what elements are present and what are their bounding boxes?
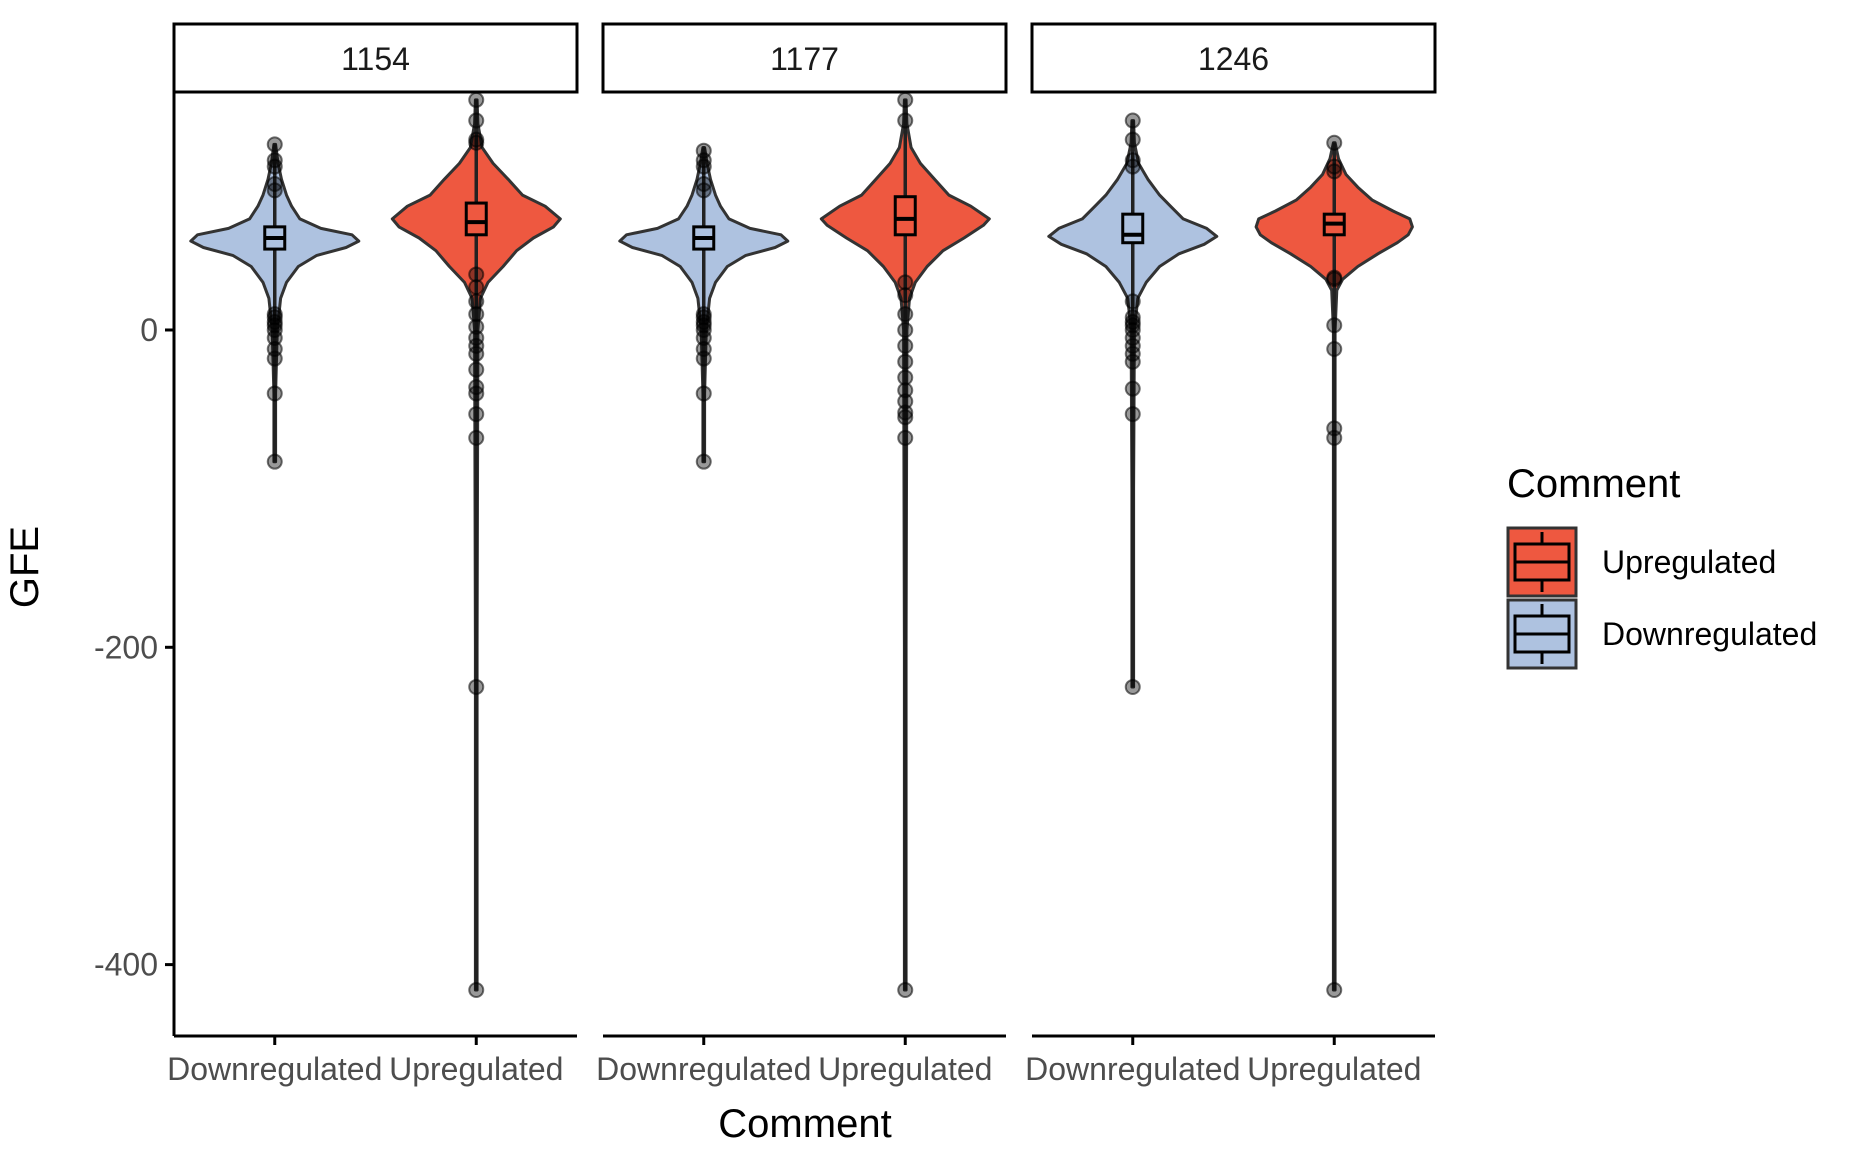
data-point [468, 131, 485, 148]
data-point [897, 306, 914, 323]
data-point [1326, 317, 1343, 334]
data-point [468, 406, 485, 423]
data-point [1124, 309, 1141, 326]
facet-panel: 1154 Downregulated Upregulated [167, 22, 579, 1087]
data-point [468, 429, 485, 446]
data-point [1124, 152, 1141, 169]
data-point [897, 274, 914, 291]
y-tick-label: 0 [140, 312, 158, 348]
data-point [695, 385, 712, 402]
box [893, 195, 917, 237]
legend-entry: Upregulated [1506, 526, 1776, 598]
data-point [695, 341, 712, 358]
x-tick-label: Downregulated [596, 1051, 811, 1087]
data-point [1326, 163, 1343, 180]
data-point [1326, 269, 1343, 286]
data-point [695, 306, 712, 323]
data-point [468, 678, 485, 695]
data-point [1124, 314, 1141, 331]
violin-group [1047, 112, 1219, 695]
data-point [1326, 158, 1343, 175]
facet-strip [1030, 22, 1437, 94]
data-point [468, 112, 485, 129]
data-point [266, 453, 283, 470]
data-point [468, 266, 485, 283]
data-point [897, 112, 914, 129]
data-point [897, 369, 914, 386]
x-tick-label: Upregulated [818, 1051, 992, 1087]
data-point [468, 981, 485, 998]
facet-strip-label: 1177 [770, 41, 839, 77]
y-tick-label: -400 [94, 947, 158, 983]
data-point [695, 176, 712, 193]
data-point [695, 142, 712, 159]
data-point [468, 318, 485, 335]
data-point [1326, 134, 1343, 151]
x-axis-title: Comment [718, 1102, 891, 1146]
facet-panel: 1246 Downregulated Upregulated [1025, 22, 1437, 1087]
data-point [266, 176, 283, 193]
data-point [1124, 678, 1141, 695]
data-point [897, 429, 914, 446]
data-point [468, 306, 485, 323]
violin-group [618, 142, 790, 470]
box [1121, 212, 1145, 245]
violin-group [819, 91, 991, 998]
data-point [897, 337, 914, 354]
data-point [897, 287, 914, 304]
y-axis: 0 -200 -400 [94, 92, 176, 1036]
data-point [897, 404, 914, 421]
data-point [266, 385, 283, 402]
data-point [1124, 131, 1141, 148]
facet-strip-label: 1246 [1198, 41, 1269, 77]
violin-group [390, 91, 562, 998]
facet-strip [601, 22, 1008, 94]
data-point [897, 981, 914, 998]
box [464, 201, 488, 237]
facet-strip [172, 22, 579, 94]
data-point [1124, 112, 1141, 129]
x-tick-label: Downregulated [167, 1051, 382, 1087]
legend-label: Upregulated [1602, 544, 1776, 580]
data-point [897, 91, 914, 108]
data-point [1326, 420, 1343, 437]
data-point [1326, 341, 1343, 358]
violin-group [1254, 134, 1414, 998]
violin-group [189, 136, 361, 470]
legend: Comment Upregulated Downregulated [1506, 462, 1817, 670]
data-point [266, 341, 283, 358]
data-point [468, 329, 485, 346]
x-tick-label: Upregulated [1247, 1051, 1421, 1087]
legend-title: Comment [1507, 462, 1680, 506]
data-point [897, 321, 914, 338]
data-point [468, 279, 485, 296]
facet-strip-label: 1154 [341, 41, 410, 77]
data-point [266, 306, 283, 323]
data-point [468, 91, 485, 108]
x-tick-label: Downregulated [1025, 1051, 1240, 1087]
data-point [897, 393, 914, 410]
data-point [695, 453, 712, 470]
data-point [1124, 293, 1141, 310]
data-point [266, 136, 283, 153]
data-point [1124, 406, 1141, 423]
y-tick-label: -200 [94, 629, 158, 665]
data-point [1326, 981, 1343, 998]
facet-panel: 1177 Downregulated Upregulated [596, 22, 1008, 1087]
data-point [266, 152, 283, 169]
data-point [468, 293, 485, 310]
legend-entry: Downregulated [1506, 598, 1817, 670]
data-point [897, 353, 914, 370]
data-point [897, 382, 914, 399]
y-axis-title: GFE [3, 526, 47, 608]
data-point [897, 409, 914, 426]
data-point [1124, 380, 1141, 397]
data-point [468, 361, 485, 378]
x-tick-label: Upregulated [389, 1051, 563, 1087]
legend-label: Downregulated [1602, 616, 1817, 652]
data-point [468, 379, 485, 396]
